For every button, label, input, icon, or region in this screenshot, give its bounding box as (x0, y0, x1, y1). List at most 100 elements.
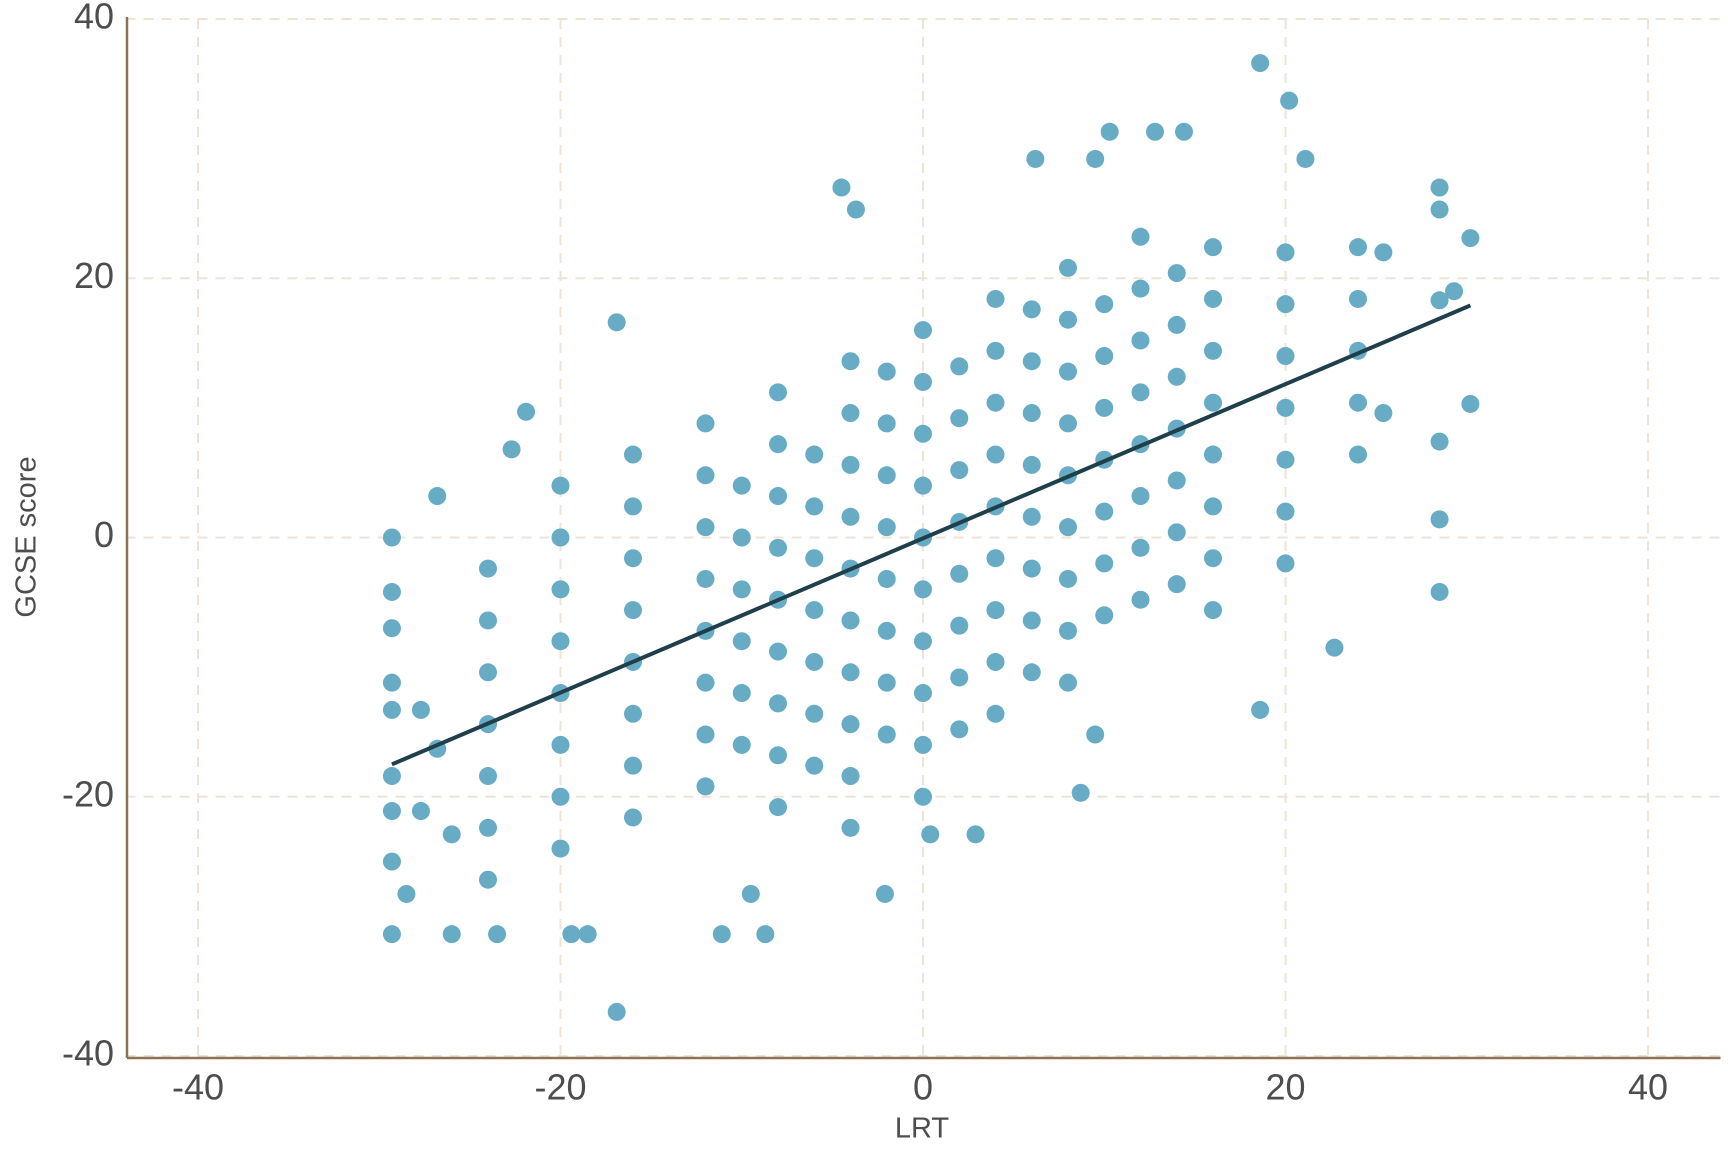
point (877, 621, 896, 640)
point (1175, 122, 1193, 141)
point (1276, 398, 1295, 417)
point (877, 673, 896, 692)
point (1276, 347, 1295, 366)
point (769, 383, 787, 402)
point (841, 767, 860, 786)
point (1461, 229, 1480, 248)
point (1059, 258, 1077, 277)
point (1349, 289, 1367, 308)
point (607, 1002, 626, 1021)
point (1204, 549, 1222, 568)
point (1131, 279, 1150, 298)
point (805, 549, 824, 568)
x-tick-label: -20 (534, 1067, 586, 1108)
point (517, 402, 536, 421)
point (841, 352, 860, 371)
point (624, 445, 642, 464)
point (805, 445, 824, 464)
point (986, 341, 1005, 360)
point (578, 925, 597, 944)
point (382, 528, 401, 547)
point (950, 461, 969, 480)
point (841, 404, 860, 423)
point (805, 601, 824, 620)
point (1059, 673, 1077, 692)
point (921, 825, 940, 844)
point (411, 700, 430, 719)
point (950, 357, 969, 376)
y-tick-label: 0 (94, 514, 114, 555)
point (950, 564, 969, 583)
point (479, 559, 497, 578)
point (1325, 638, 1344, 657)
point (502, 440, 521, 459)
point (607, 313, 626, 332)
point (950, 668, 969, 687)
point (1167, 471, 1186, 490)
point (411, 802, 430, 821)
point (1100, 122, 1119, 141)
point (1445, 282, 1464, 301)
point (551, 528, 570, 547)
point (1167, 523, 1186, 542)
point (712, 925, 731, 944)
point (1167, 264, 1186, 283)
point (914, 321, 932, 340)
point (1204, 341, 1222, 360)
point (1430, 582, 1449, 601)
point (696, 673, 715, 692)
point (1022, 559, 1041, 578)
point (877, 414, 896, 433)
point (877, 725, 896, 744)
point (1461, 394, 1480, 413)
point (841, 455, 860, 474)
point (769, 435, 787, 454)
point (914, 580, 932, 599)
point (950, 720, 969, 739)
point (479, 663, 497, 682)
point (841, 818, 860, 837)
point (382, 673, 401, 692)
point (1430, 178, 1449, 197)
point (1059, 518, 1077, 537)
point (1204, 601, 1222, 620)
x-tick-label: -40 (172, 1067, 224, 1108)
point (841, 507, 860, 526)
point (397, 884, 416, 903)
point (756, 925, 775, 944)
point (769, 798, 787, 817)
point (877, 466, 896, 485)
point (769, 487, 787, 506)
point (696, 414, 715, 433)
point (624, 704, 642, 723)
point (1374, 243, 1393, 262)
point (624, 497, 642, 516)
y-tick-label: 20 (74, 255, 114, 296)
point (966, 825, 985, 844)
point (950, 616, 969, 635)
point (1026, 149, 1045, 168)
point (769, 746, 787, 765)
point (488, 925, 507, 944)
point (1059, 310, 1077, 329)
point (1095, 398, 1114, 417)
point (769, 694, 787, 713)
point (1204, 497, 1222, 516)
point (1167, 315, 1186, 334)
point (1095, 554, 1114, 573)
point (986, 445, 1005, 464)
point (1131, 538, 1150, 557)
point (805, 704, 824, 723)
point (696, 466, 715, 485)
point (846, 200, 865, 219)
point (1374, 404, 1393, 423)
y-axis-title: GCSE score (11, 456, 43, 617)
point (1059, 569, 1077, 588)
point (551, 735, 570, 754)
point (562, 925, 581, 944)
point (914, 632, 932, 651)
point (382, 767, 401, 786)
point (841, 663, 860, 682)
point (1071, 783, 1090, 802)
